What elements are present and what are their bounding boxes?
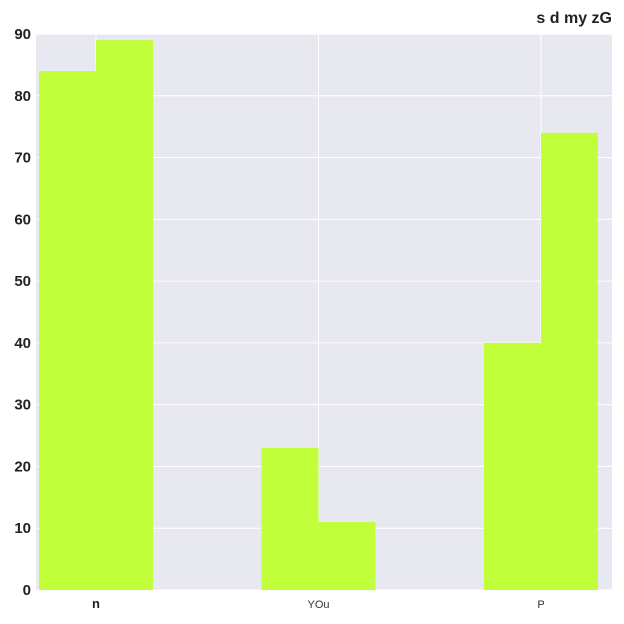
y-tick-label: 40 bbox=[14, 335, 31, 352]
y-tick-label: 60 bbox=[14, 211, 31, 228]
y-tick-label: 70 bbox=[14, 150, 31, 167]
y-tick-label: 0 bbox=[23, 582, 31, 599]
bars bbox=[39, 40, 598, 591]
y-tick-label: 90 bbox=[14, 26, 31, 43]
bar-n-1 bbox=[39, 71, 96, 591]
x-tick-label: n bbox=[92, 596, 100, 611]
y-tick-label: 50 bbox=[14, 273, 31, 290]
y-tick-label: 20 bbox=[14, 458, 31, 475]
x-axis-ticks: n YOu P bbox=[92, 596, 545, 611]
bar-P-2 bbox=[541, 132, 598, 590]
y-tick-label: 10 bbox=[14, 520, 31, 537]
y-axis-ticks: 0 10 20 30 40 50 60 70 80 90 bbox=[14, 26, 31, 599]
chart-title: s d my zG bbox=[536, 10, 612, 27]
bar-YOu-2 bbox=[318, 522, 376, 590]
x-tick-label: P bbox=[537, 599, 544, 611]
x-tick-label: YOu bbox=[307, 599, 329, 611]
bar-P-1 bbox=[484, 342, 541, 590]
bar-YOu-1 bbox=[261, 447, 319, 590]
y-tick-label: 80 bbox=[14, 88, 31, 105]
y-tick-label: 30 bbox=[14, 397, 31, 414]
bar-n-2 bbox=[96, 40, 153, 590]
